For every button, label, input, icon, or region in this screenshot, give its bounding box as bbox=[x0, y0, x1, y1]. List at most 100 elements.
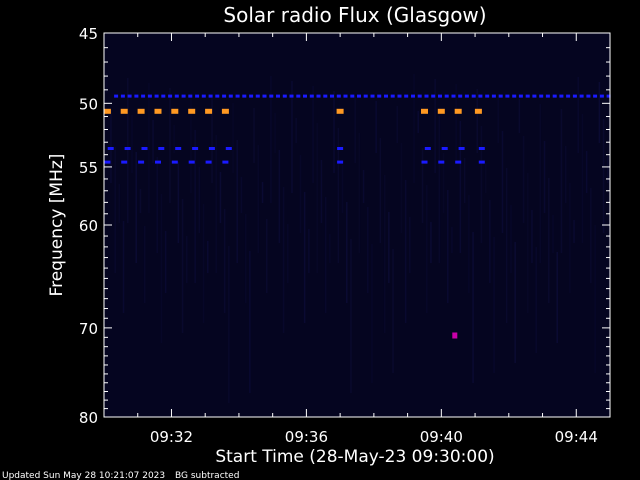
interference-mark bbox=[539, 94, 544, 98]
interference-line-mark bbox=[188, 160, 195, 164]
noise-streak bbox=[388, 212, 390, 283]
noise-streak bbox=[244, 214, 247, 303]
interference-mark bbox=[566, 94, 571, 98]
noise-streak bbox=[118, 184, 121, 223]
noise-streak bbox=[463, 158, 466, 203]
noise-streak bbox=[362, 170, 365, 203]
noise-streak bbox=[607, 156, 609, 183]
noise-streak bbox=[392, 249, 394, 373]
y-tick-label: 55 bbox=[79, 159, 98, 177]
noise-streak bbox=[527, 173, 529, 313]
noise-streak bbox=[282, 187, 285, 333]
interference-mark bbox=[512, 94, 517, 98]
noise-streak bbox=[303, 192, 306, 323]
x-axis-label: Start Time (28-May-23 09:30:00) bbox=[215, 447, 494, 467]
interference-mark bbox=[525, 94, 530, 98]
strong-signal-mark bbox=[437, 108, 445, 114]
interference-mark bbox=[127, 94, 132, 98]
x-tick-label: 09:44 bbox=[555, 428, 598, 446]
interference-line-mark bbox=[337, 147, 344, 150]
signal-layer bbox=[103, 94, 611, 339]
interference-line-mark bbox=[107, 147, 114, 150]
noise-streak bbox=[320, 160, 323, 223]
y-tick-label: 50 bbox=[79, 95, 98, 113]
interference-mark bbox=[174, 94, 179, 98]
interference-line-mark bbox=[175, 147, 182, 150]
interference-mark bbox=[228, 94, 233, 98]
burst-mark bbox=[452, 332, 458, 339]
noise-streak bbox=[337, 128, 340, 263]
y-tick-label: 80 bbox=[79, 409, 98, 427]
plot-layer: 09:32 09:36 09:40 09:44 45 50 55 60 70 80 bbox=[79, 25, 611, 446]
noise-streak bbox=[489, 200, 491, 283]
interference-line-mark bbox=[141, 147, 148, 150]
interference-mark bbox=[181, 94, 186, 98]
interference-line-mark bbox=[337, 160, 344, 164]
noise-streak bbox=[417, 111, 419, 133]
noise-streak bbox=[510, 205, 512, 273]
x-axis-ticks: 09:32 09:36 09:40 09:44 bbox=[103, 33, 611, 446]
noise-streak bbox=[354, 96, 356, 163]
noise-streak bbox=[333, 91, 335, 173]
background-streaks bbox=[106, 73, 609, 403]
noise-streak bbox=[459, 121, 462, 253]
noise-streak bbox=[169, 88, 171, 203]
interference-mark bbox=[208, 94, 213, 98]
noise-streak bbox=[539, 104, 542, 263]
noise-streak bbox=[518, 99, 521, 133]
noise-streak bbox=[560, 109, 563, 253]
y-tick-label: 60 bbox=[79, 217, 98, 235]
interference-mark bbox=[572, 94, 577, 98]
noise-streak bbox=[531, 210, 533, 263]
noise-streak bbox=[122, 221, 125, 313]
strong-signal-mark bbox=[120, 108, 128, 114]
noise-streak bbox=[261, 182, 264, 203]
interference-mark bbox=[201, 94, 206, 98]
noise-streak bbox=[156, 157, 158, 253]
interference-mark bbox=[579, 94, 584, 98]
interference-mark bbox=[397, 94, 402, 98]
interference-mark bbox=[262, 94, 267, 98]
noise-streak bbox=[173, 125, 175, 153]
noise-streak bbox=[590, 188, 592, 283]
noise-streak bbox=[379, 138, 382, 243]
noise-streak bbox=[194, 130, 196, 283]
noise-streak bbox=[564, 146, 567, 203]
x-tick-label: 09:40 bbox=[420, 428, 463, 446]
noise-streak bbox=[501, 131, 504, 233]
noise-streak bbox=[442, 153, 445, 213]
chart-title: Solar radio Flux (Glasgow) bbox=[223, 3, 486, 27]
noise-streak bbox=[148, 83, 150, 213]
strong-signal-mark bbox=[103, 108, 111, 114]
interference-line-mark bbox=[478, 147, 485, 150]
noise-streak bbox=[139, 189, 142, 213]
interference-mark bbox=[478, 94, 483, 98]
noise-streak bbox=[190, 93, 192, 193]
noise-streak bbox=[207, 241, 209, 273]
noise-streak bbox=[223, 209, 226, 313]
interference-mark bbox=[545, 94, 550, 98]
interference-line-mark bbox=[421, 160, 428, 164]
interference-line-mark bbox=[438, 160, 445, 164]
noise-streak bbox=[257, 145, 260, 253]
interference-mark bbox=[390, 94, 395, 98]
noise-streak bbox=[505, 168, 508, 323]
interference-line-mark bbox=[424, 147, 431, 150]
noise-streak bbox=[240, 177, 243, 213]
noise-streak bbox=[249, 251, 251, 393]
noise-streak bbox=[472, 232, 474, 383]
interference-mark bbox=[404, 94, 409, 98]
interference-line-mark bbox=[222, 160, 229, 164]
interference-line-mark bbox=[121, 160, 128, 164]
noise-streak bbox=[114, 147, 116, 273]
noise-streak bbox=[375, 101, 377, 153]
interference-mark bbox=[505, 94, 510, 98]
interference-line-mark bbox=[455, 160, 462, 164]
noise-streak bbox=[295, 118, 297, 143]
interference-line-mark bbox=[155, 160, 161, 164]
noise-streak bbox=[110, 110, 112, 183]
y-tick-label: 45 bbox=[79, 25, 98, 43]
interference-mark bbox=[336, 94, 341, 98]
interference-line-mark bbox=[138, 160, 145, 164]
noise-streak bbox=[131, 115, 133, 173]
